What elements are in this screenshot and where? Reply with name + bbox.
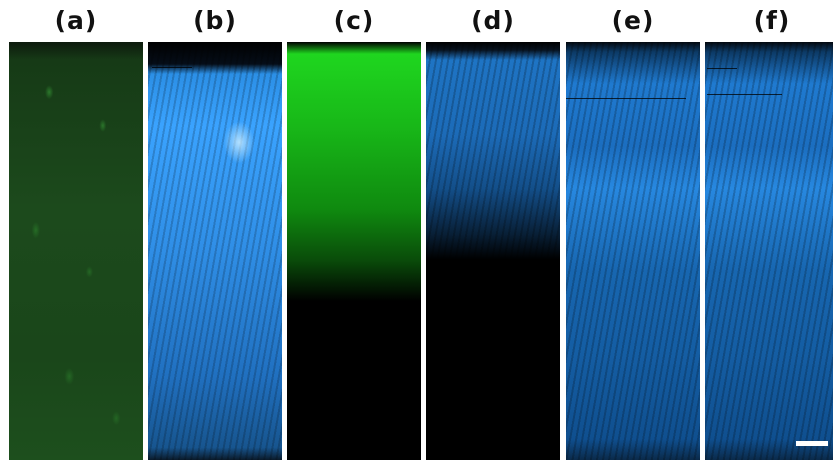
- panel-image-c: [287, 42, 421, 460]
- scan-artifact-line: [152, 67, 192, 68]
- panel-image-f: [705, 42, 833, 460]
- panel-image-e: [566, 42, 700, 460]
- panel-image-d: [426, 42, 560, 460]
- scan-artifact-line: [707, 94, 782, 95]
- panel-label-f: (f): [753, 6, 791, 35]
- panel-image-b: [148, 42, 282, 460]
- panel-label-e: (e): [611, 6, 655, 35]
- scale-bar: [796, 441, 828, 446]
- panel-label-d: (d): [471, 6, 515, 35]
- scan-artifact-line: [707, 68, 737, 69]
- panel-label-b: (b): [193, 6, 237, 35]
- scan-artifact-line: [566, 98, 686, 99]
- panel-label-c: (c): [333, 6, 375, 35]
- panel-label-a: (a): [54, 6, 98, 35]
- panel-image-a: [9, 42, 143, 460]
